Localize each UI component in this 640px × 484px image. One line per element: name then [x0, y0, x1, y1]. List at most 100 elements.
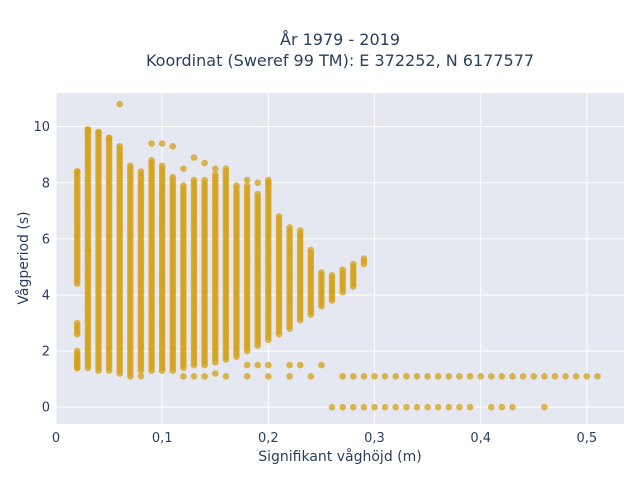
data-point [360, 255, 368, 262]
data-point [541, 373, 548, 380]
data-point [201, 159, 208, 167]
data-point [137, 373, 145, 380]
data-point [392, 403, 400, 411]
data-point [371, 403, 378, 411]
data-point [307, 373, 315, 380]
x-tick-label: 0,3 [364, 431, 385, 446]
y-tick-label: 6 [42, 232, 50, 247]
data-point [509, 373, 516, 380]
data-point [541, 403, 548, 411]
data-point [434, 403, 442, 411]
data-point [116, 100, 123, 108]
data-point [243, 182, 251, 189]
data-point [84, 126, 92, 133]
y-axis-ticks: 0 2 4 6 8 10 [33, 120, 50, 416]
data-point [158, 162, 166, 170]
x-axis-title: Signifikant våghöjd (m) [258, 448, 421, 465]
data-point [318, 269, 325, 276]
data-point [488, 403, 495, 411]
data-point [105, 134, 113, 142]
data-point [265, 179, 272, 187]
data-point [360, 373, 368, 380]
data-point [392, 373, 400, 380]
data-point [413, 373, 421, 380]
data-point [318, 361, 325, 369]
data-point [265, 373, 272, 380]
x-tick-label: 0,1 [152, 431, 173, 446]
data-point [148, 140, 155, 147]
data-point [445, 373, 453, 380]
data-point [434, 373, 442, 380]
data-point [456, 403, 463, 411]
data-point [212, 171, 219, 178]
data-point [127, 162, 134, 170]
data-point [519, 373, 527, 380]
data-point [466, 403, 474, 411]
y-tick-label: 10 [33, 120, 50, 135]
chart-title-line-1: År 1979 - 2019 [280, 30, 400, 49]
data-point [296, 361, 304, 369]
y-tick-label: 2 [42, 345, 50, 360]
data-point [137, 168, 145, 175]
data-point [212, 165, 219, 172]
data-point [551, 373, 559, 380]
data-point [594, 373, 601, 380]
data-point [466, 373, 474, 380]
data-point [201, 373, 208, 380]
x-tick-label: 0,2 [258, 431, 279, 446]
data-point [148, 157, 155, 164]
data-point [445, 403, 453, 411]
data-point [243, 176, 251, 184]
data-point [201, 176, 208, 184]
data-point [243, 361, 251, 369]
data-point [180, 165, 187, 172]
data-point [381, 403, 389, 411]
data-point [424, 403, 431, 411]
data-point [339, 266, 347, 274]
data-point [254, 190, 261, 198]
data-point [180, 373, 187, 380]
data-point [243, 373, 251, 380]
data-point [286, 224, 293, 231]
x-tick-label: 0,5 [576, 431, 597, 446]
data-point [498, 373, 506, 380]
data-point [116, 143, 123, 150]
data-point [413, 403, 421, 411]
data-point [498, 403, 506, 411]
data-point [73, 168, 81, 175]
data-point [222, 165, 230, 172]
data-point [169, 173, 177, 181]
data-point [222, 373, 230, 380]
data-point [212, 370, 219, 377]
data-points [73, 100, 601, 411]
data-point [403, 373, 410, 380]
data-point [233, 182, 240, 189]
data-point [296, 227, 304, 234]
data-point [307, 246, 315, 254]
data-point [530, 373, 538, 380]
data-point [339, 373, 347, 380]
data-point [371, 373, 378, 380]
data-point [254, 361, 261, 369]
data-point [190, 373, 198, 380]
data-point [583, 373, 591, 380]
data-point [275, 213, 283, 220]
data-point [265, 361, 272, 369]
data-point [286, 361, 293, 369]
data-point [73, 319, 81, 327]
data-point [572, 373, 580, 380]
data-point [339, 403, 347, 411]
data-point [403, 403, 410, 411]
data-point [488, 373, 495, 380]
data-point [350, 373, 357, 380]
y-tick-label: 8 [42, 176, 50, 191]
data-point [360, 403, 368, 411]
data-point [328, 272, 336, 279]
data-point [190, 176, 198, 184]
data-point [477, 373, 485, 380]
data-point [562, 373, 569, 380]
data-point [350, 260, 357, 268]
data-point [509, 403, 516, 411]
x-tick-label: 0,4 [470, 431, 491, 446]
